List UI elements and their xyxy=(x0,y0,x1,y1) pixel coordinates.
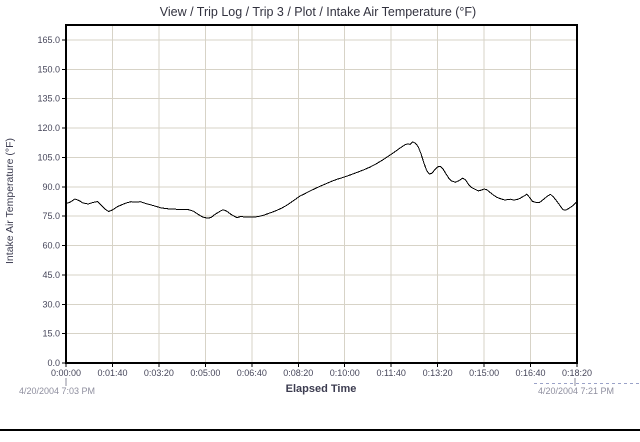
y-tick-label: 30.0 xyxy=(42,299,60,309)
chart-title: View / Trip Log / Trip 3 / Plot / Intake… xyxy=(160,5,476,19)
x-tick-label: 0:15:00 xyxy=(469,368,499,378)
y-tick-label: 150.0 xyxy=(37,64,60,74)
x-tick-label: 0:06:40 xyxy=(237,368,267,378)
x-tick-label: 0:11:40 xyxy=(376,368,405,378)
y-axis-title: Intake Air Temperature (°F) xyxy=(4,138,16,264)
temperature-line xyxy=(65,141,578,219)
y-tick-label: 120.0 xyxy=(37,123,60,133)
x-tick-label: 0:03:20 xyxy=(144,368,174,378)
y-tick-label: 15.0 xyxy=(42,329,60,339)
end-datetime-label: 4/20/2004 7:21 PM xyxy=(538,386,614,396)
x-tick-label: 0:13:20 xyxy=(423,368,453,378)
chart-layers: 0.0 15.0 30.0 45.0 60.0 75.0 90.0 105.0 120.0 135… xyxy=(37,24,592,378)
x-tick-label: 0:08:20 xyxy=(283,368,313,378)
x-tick-label: 0:10:00 xyxy=(330,368,360,378)
y-tick-label: 75.0 xyxy=(42,211,60,221)
x-axis-title: Elapsed Time xyxy=(286,383,357,395)
y-tick-label: 135.0 xyxy=(37,94,60,104)
y-tick-label: 105.0 xyxy=(37,152,60,162)
y-tick-label: 45.0 xyxy=(42,270,60,280)
start-datetime-label: 4/20/2004 7:03 PM xyxy=(19,386,95,396)
y-tick-label: 90.0 xyxy=(42,182,60,192)
x-tick-label: 0:01:40 xyxy=(97,368,127,378)
y-tick-label: 0.0 xyxy=(47,358,60,368)
y-tick-label: 60.0 xyxy=(42,241,60,251)
x-tick-label: 0:16:40 xyxy=(516,368,546,378)
x-tick-label: 0:00:00 xyxy=(51,368,81,378)
y-tick-label: 165.0 xyxy=(37,35,60,45)
x-tick-label: 0:05:00 xyxy=(190,368,220,378)
x-tick-label: 0:18:20 xyxy=(562,368,592,378)
plot-frame xyxy=(65,24,578,364)
